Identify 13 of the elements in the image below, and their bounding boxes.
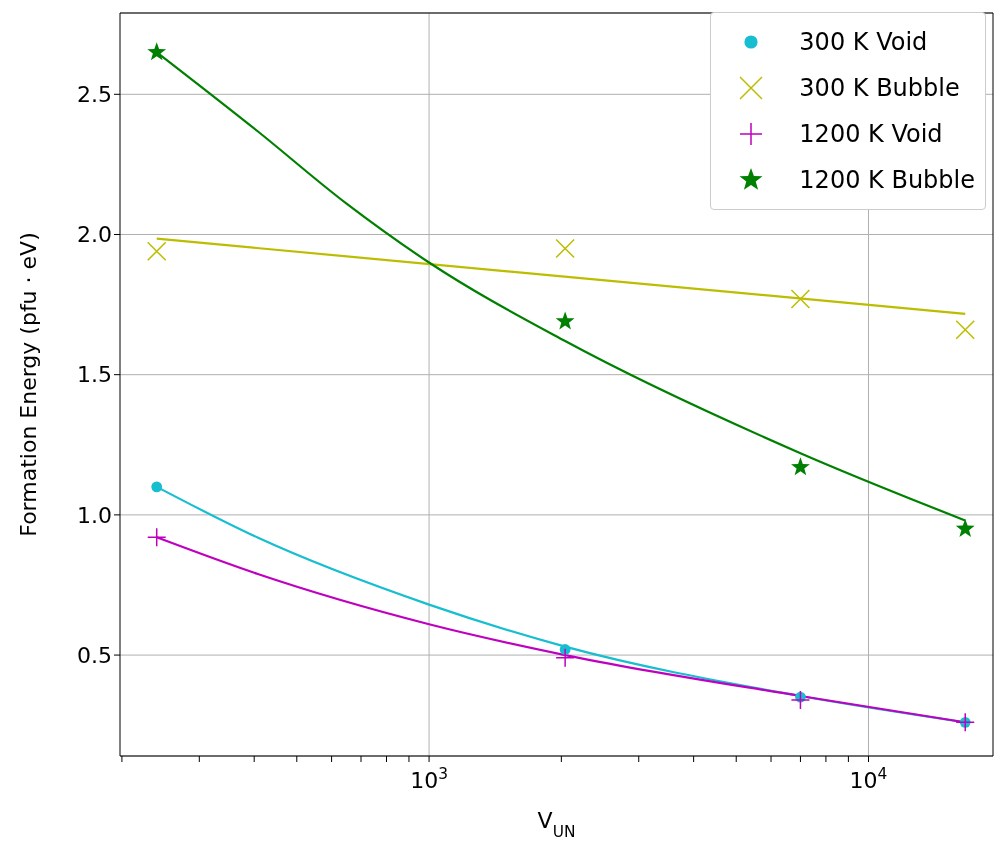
x-tick-label: 10$^{4}$ [849,765,888,793]
legend-label: 300 K Bubble [799,74,960,102]
y-tick-label: 2.5 [77,82,112,108]
legend-label: 300 K Void [799,28,928,56]
y-tick-label: 2.0 [77,222,112,248]
y-axis-title: Formation Energy (pfu · eV) [15,232,41,537]
y-tick-label: 1.5 [77,362,112,388]
y-tick-label: 0.5 [77,642,112,668]
y-tick-label: 1.0 [77,502,112,528]
legend-label: 1200 K Bubble [799,166,975,194]
x-tick-label: 10$^{3}$ [410,765,448,793]
legend-label: 1200 K Void [799,120,943,148]
x-axis-title: V$_{UN}$ [537,808,576,841]
